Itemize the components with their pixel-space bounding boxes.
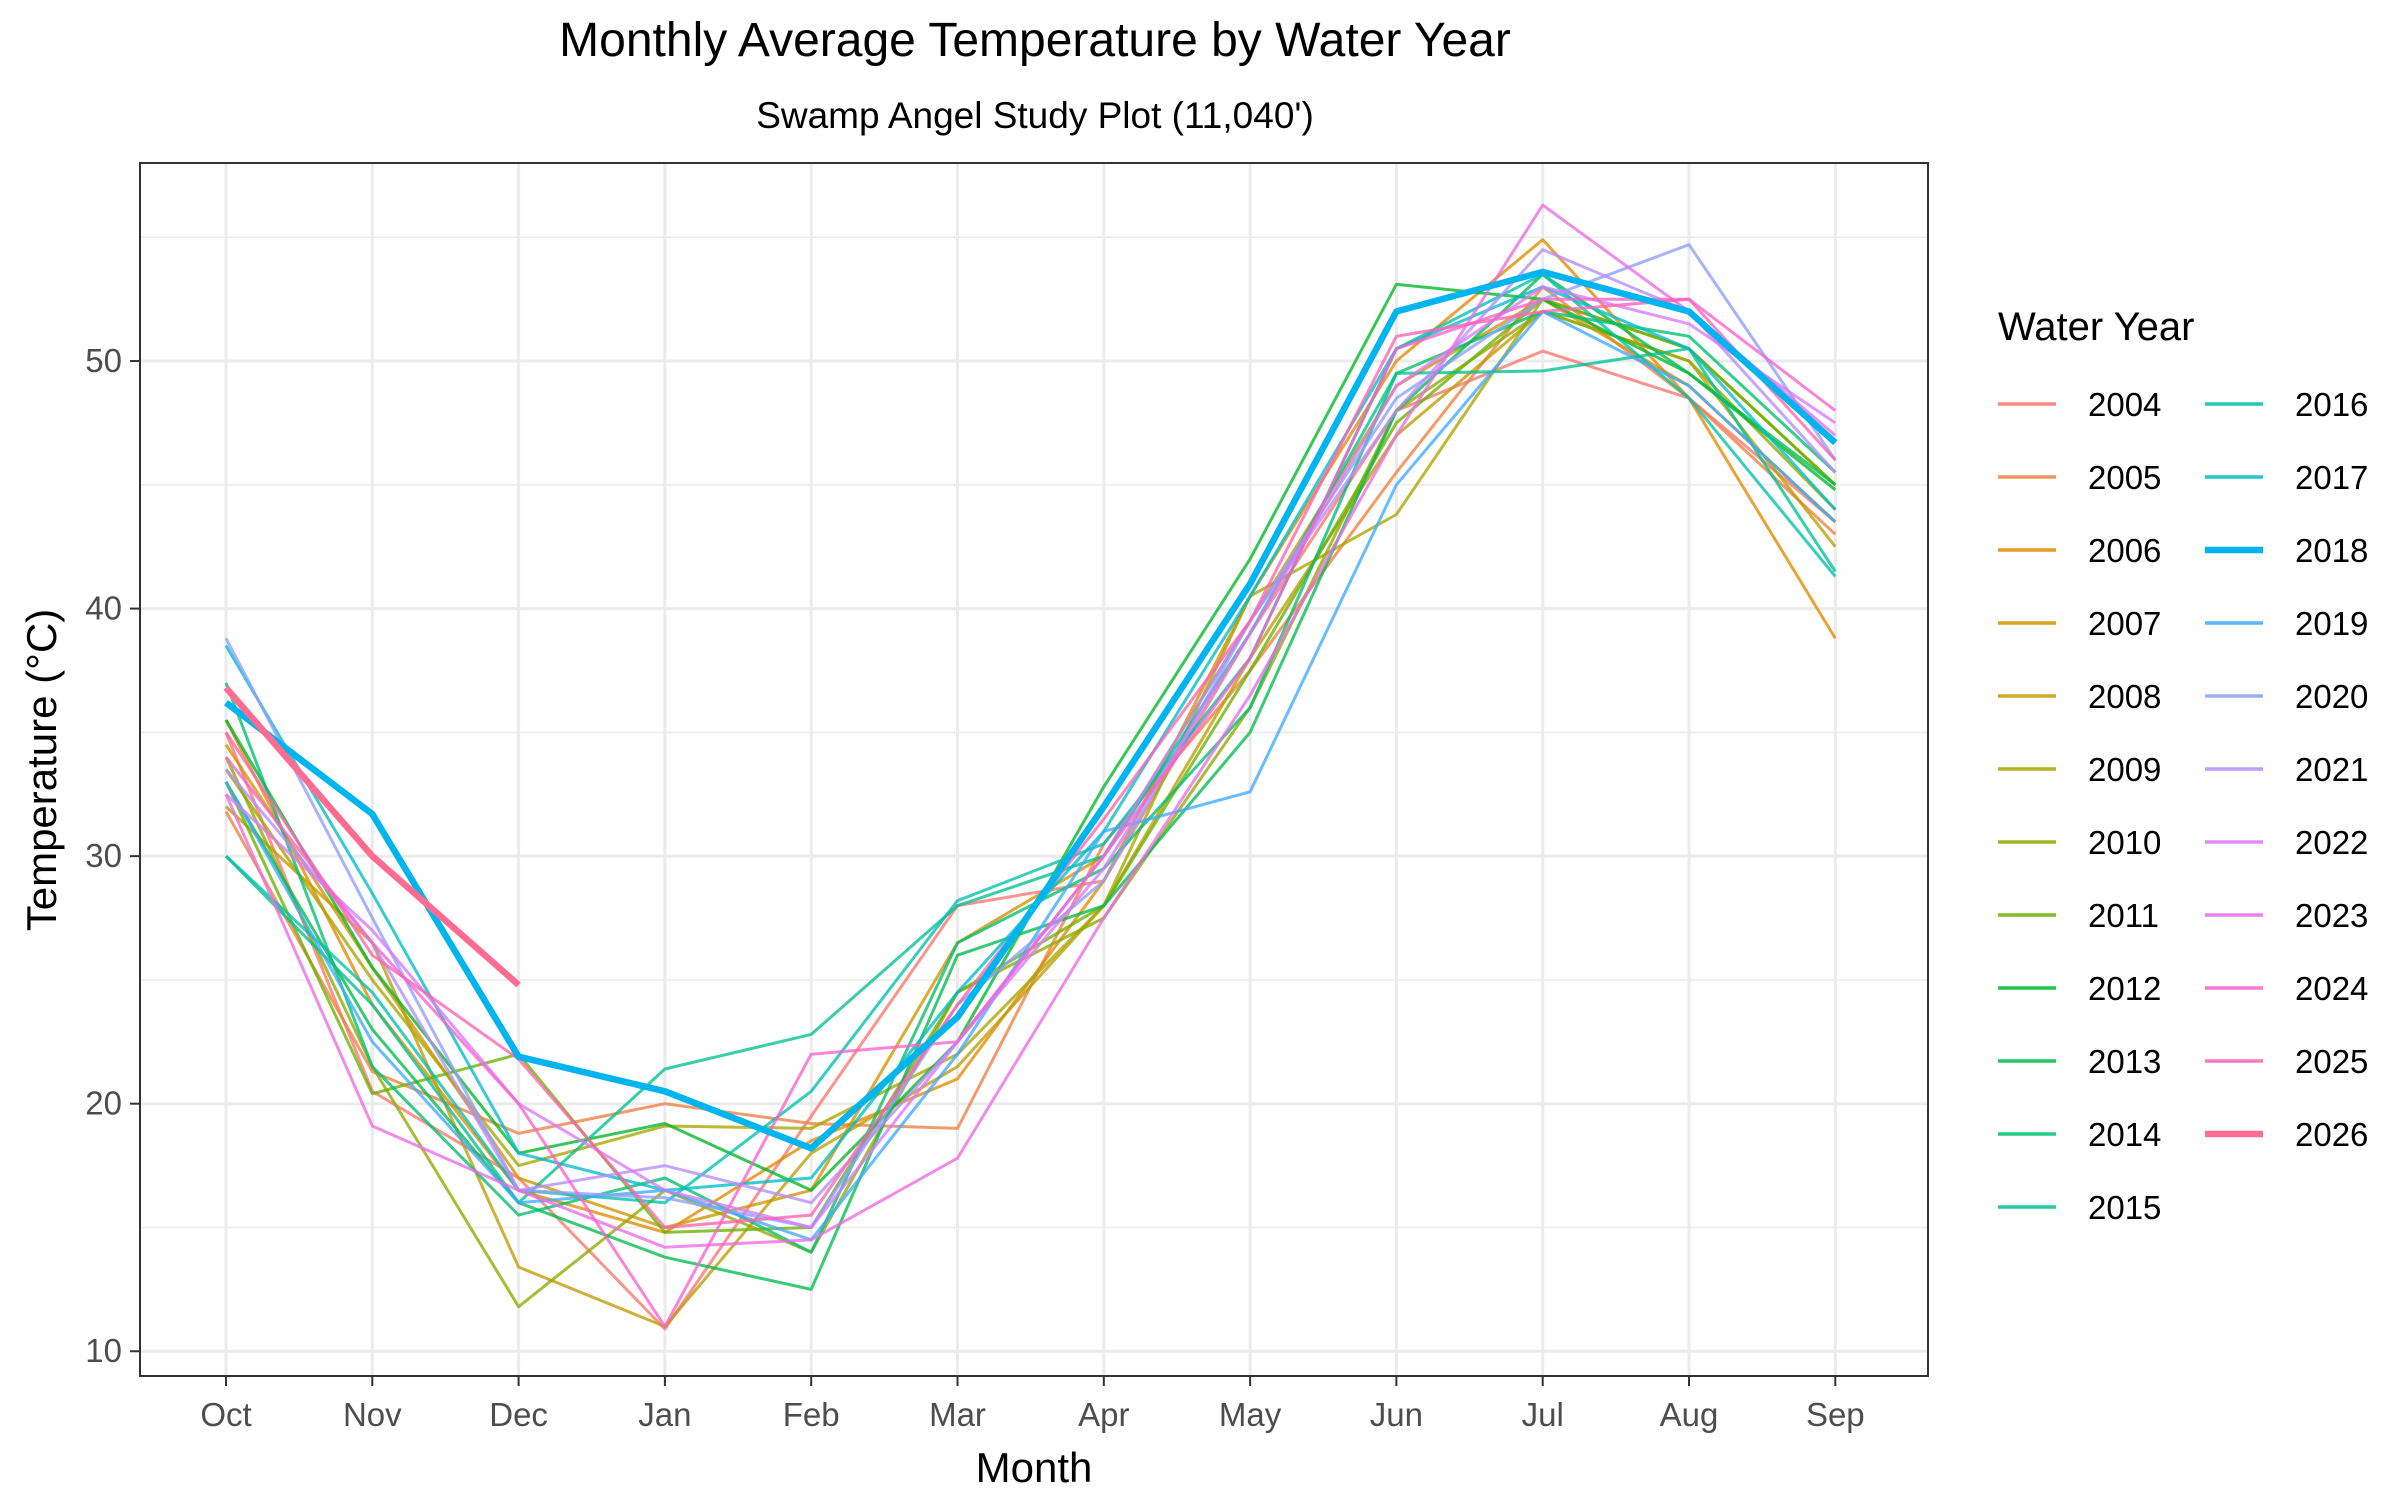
legend-item-2006: 2006 — [1998, 532, 2161, 569]
legend-item-2018: 2018 — [2205, 532, 2368, 569]
legend-item-2005: 2005 — [1998, 459, 2161, 496]
legend-item-2007: 2007 — [1998, 605, 2161, 642]
series-line-2026 — [223, 685, 521, 988]
series-line-2024 — [224, 297, 1837, 1328]
legend-label: 2014 — [2088, 1116, 2161, 1153]
legend-item-2016: 2016 — [2205, 386, 2368, 423]
legend-label: 2013 — [2088, 1043, 2161, 1080]
y-tick-label: 50 — [85, 342, 122, 379]
legend-label: 2004 — [2088, 386, 2161, 423]
series-line-2016 — [224, 272, 1837, 1205]
minor-gridlines — [140, 236, 1928, 1229]
x-tick-label: Mar — [929, 1396, 986, 1433]
legend-item-2019: 2019 — [2205, 605, 2368, 642]
x-axis: Oct Nov Dec Jan Feb Mar Apr May Jun Jul Aug Sep — [200, 1376, 1865, 1433]
legend-item-2014: 2014 — [1998, 1116, 2161, 1153]
series-lines — [223, 203, 1838, 1331]
x-tick-label: May — [1219, 1396, 1282, 1433]
x-tick-label: Aug — [1660, 1396, 1719, 1433]
legend-label: 2010 — [2088, 824, 2161, 861]
y-tick-label: 40 — [85, 590, 122, 627]
legend: Water Year 2004 2005 2006 2007 2008 2009 2010 2… — [1998, 305, 2368, 1226]
legend-label: 2022 — [2295, 824, 2368, 861]
x-tick-label: Dec — [489, 1396, 548, 1433]
legend-label: 2020 — [2295, 678, 2368, 715]
legend-label: 2006 — [2088, 532, 2161, 569]
x-tick-label: Jun — [1370, 1396, 1423, 1433]
series-line-2004 — [224, 349, 1837, 1331]
legend-label: 2008 — [2088, 678, 2161, 715]
x-tick-label: Sep — [1806, 1396, 1865, 1433]
legend-item-2025: 2025 — [2205, 1043, 2368, 1080]
x-tick-label: Oct — [200, 1396, 251, 1433]
legend-label: 2012 — [2088, 970, 2161, 1007]
x-tick-label: Nov — [343, 1396, 402, 1433]
legend-item-2008: 2008 — [1998, 678, 2161, 715]
legend-item-2017: 2017 — [2205, 459, 2368, 496]
legend-label: 2015 — [2088, 1189, 2161, 1226]
legend-label: 2019 — [2295, 605, 2368, 642]
legend-title: Water Year — [1998, 305, 2194, 349]
series-line-2020 — [224, 243, 1837, 1229]
legend-item-2021: 2021 — [2205, 751, 2368, 788]
legend-item-2024: 2024 — [2205, 970, 2368, 1007]
x-tick-label: Feb — [783, 1396, 840, 1433]
plot-panel — [139, 162, 1929, 1377]
y-tick-label: 10 — [85, 1332, 122, 1369]
legend-item-2013: 2013 — [1998, 1043, 2161, 1080]
series-line-2023 — [224, 203, 1837, 1249]
chart-title: Monthly Average Temperature by Water Yea… — [559, 14, 1511, 67]
legend-label: 2023 — [2295, 897, 2368, 934]
legend-item-2012: 2012 — [1998, 970, 2161, 1007]
x-tick-label: Jan — [638, 1396, 691, 1433]
legend-label: 2025 — [2295, 1043, 2368, 1080]
y-tick-label: 30 — [85, 837, 122, 874]
legend-item-2020: 2020 — [2205, 678, 2368, 715]
y-axis: 10 20 30 40 50 — [85, 342, 140, 1369]
legend-item-2023: 2023 — [2205, 897, 2368, 934]
legend-item-2010: 2010 — [1998, 824, 2161, 861]
legend-item-2009: 2009 — [1998, 751, 2161, 788]
legend-item-2004: 2004 — [1998, 386, 2161, 423]
y-tick-label: 20 — [85, 1085, 122, 1122]
legend-label: 2016 — [2295, 386, 2368, 423]
series-line-2014 — [224, 310, 1837, 1254]
legend-label: 2009 — [2088, 751, 2161, 788]
legend-item-2011: 2011 — [1998, 897, 2159, 934]
legend-item-2022: 2022 — [2205, 824, 2368, 861]
plot-border — [139, 162, 1929, 1377]
x-tick-label: Apr — [1078, 1396, 1129, 1433]
x-tick-label: Jul — [1522, 1396, 1564, 1433]
series-line-2015 — [224, 347, 1837, 1205]
legend-item-2026: 2026 — [2205, 1116, 2368, 1153]
legend-label: 2005 — [2088, 459, 2161, 496]
x-axis-title: Month — [976, 1444, 1093, 1491]
series-line-2018 — [224, 268, 1838, 1152]
legend-label: 2026 — [2295, 1116, 2368, 1153]
chart-subtitle: Swamp Angel Study Plot (11,040') — [756, 95, 1314, 136]
legend-label: 2011 — [2088, 897, 2159, 934]
legend-label: 2021 — [2295, 751, 2368, 788]
legend-label: 2024 — [2295, 970, 2368, 1007]
plot-background — [140, 163, 1928, 1376]
legend-label: 2018 — [2295, 532, 2368, 569]
legend-label: 2017 — [2295, 459, 2368, 496]
legend-item-2015: 2015 — [1998, 1189, 2161, 1226]
y-axis-title: Temperature (°C) — [18, 609, 65, 932]
legend-label: 2007 — [2088, 605, 2161, 642]
major-gridlines — [140, 163, 1928, 1376]
